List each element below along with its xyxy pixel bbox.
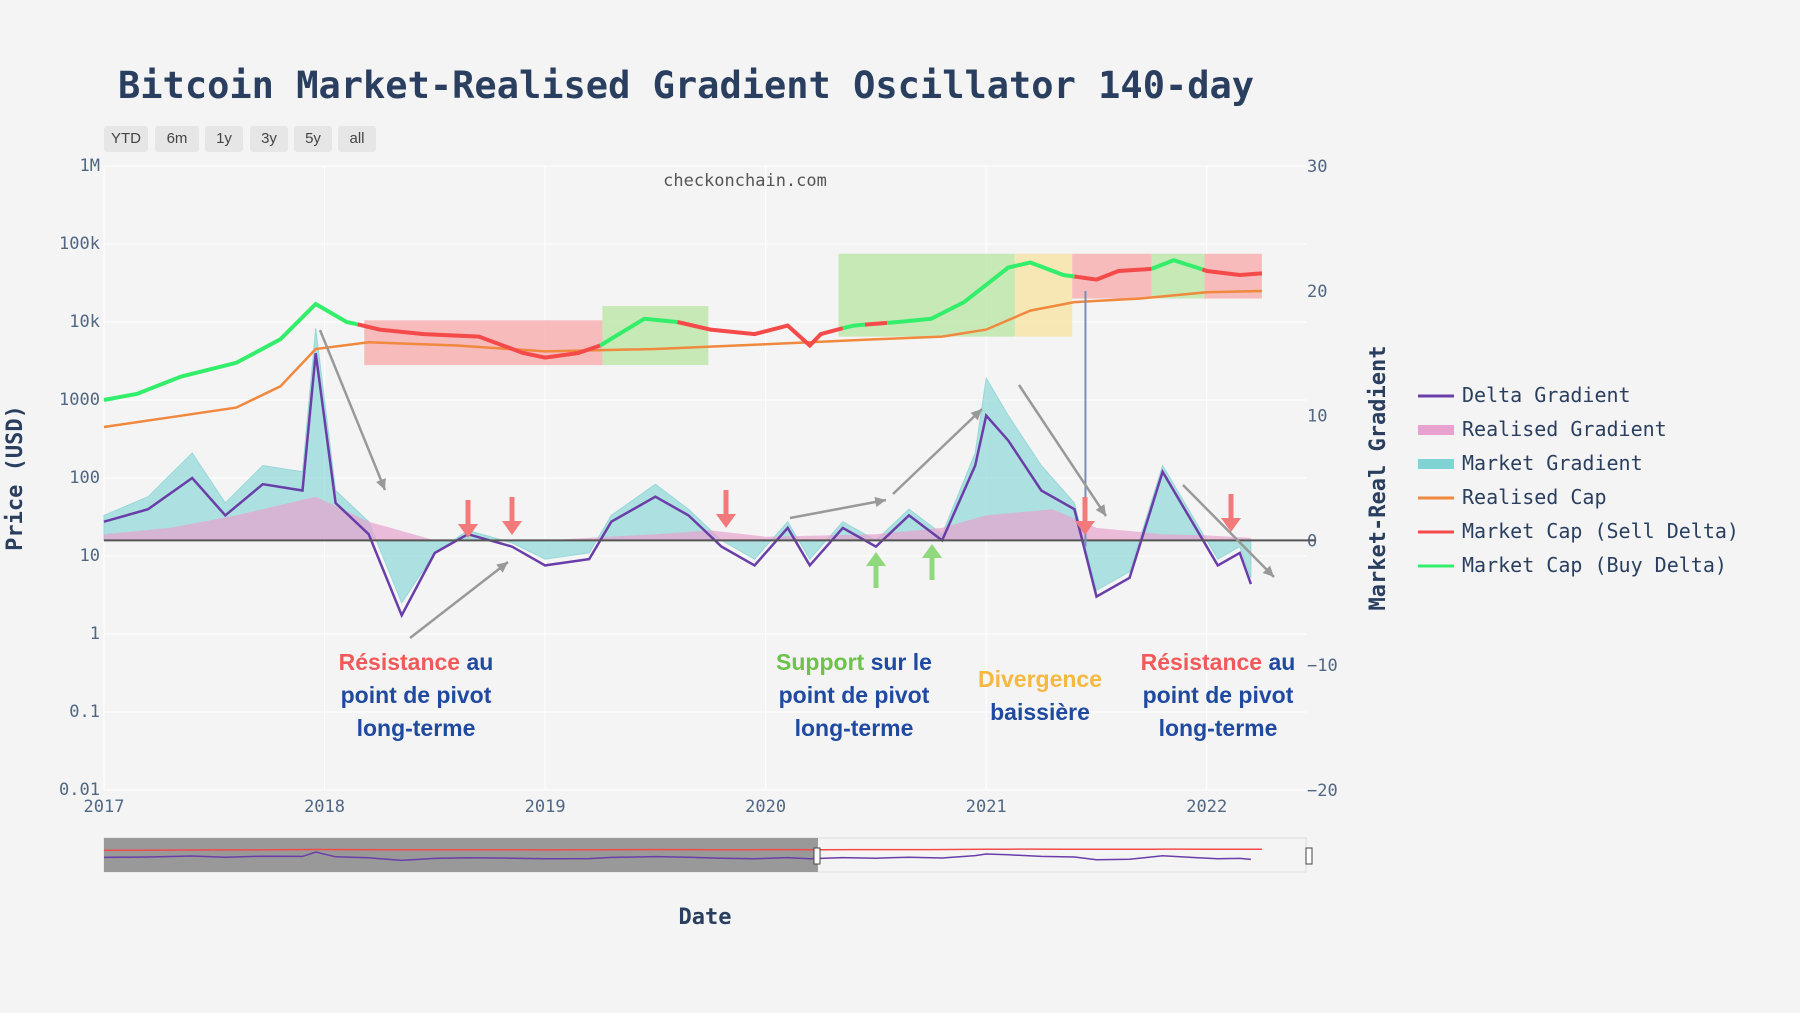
range-button-ytd[interactable]: YTD	[104, 126, 148, 152]
y-tick-label: 10	[80, 546, 100, 566]
annotation-keyword: Résistance	[1140, 649, 1263, 675]
support-arrow-head	[866, 552, 886, 566]
market-cap-buy-line	[1150, 258, 1203, 272]
legend-item: Market Cap (Buy Delta)	[1462, 553, 1727, 577]
legend-swatch	[1418, 459, 1454, 469]
trend-arrow	[789, 498, 887, 520]
market-cap-sell-line	[1201, 267, 1263, 278]
market-cap-buy-line	[886, 260, 1075, 325]
trend-arrow-head	[874, 496, 886, 508]
x-tick-label: 2019	[525, 797, 566, 817]
y-tick-label: 1000	[59, 390, 100, 410]
annotation-resistance-1: Résistance au point de pivot long-terme	[318, 646, 514, 745]
y2-tick-label: 10	[1307, 407, 1327, 427]
market-gradient-area	[103, 328, 1252, 604]
legend-item: Realised Cap	[1462, 485, 1607, 509]
annotation-text: long-terme	[356, 715, 476, 741]
annotation-keyword: Support	[776, 649, 865, 675]
range-button-all[interactable]: all	[338, 126, 376, 152]
trend-arrow	[892, 408, 983, 495]
legend-swatch	[1418, 425, 1454, 435]
y2-tick-label: 30	[1307, 157, 1327, 177]
annotation-text: au	[460, 649, 494, 675]
y-tick-label: 10k	[69, 312, 100, 332]
y-tick-label: 100k	[59, 234, 100, 254]
range-slider-series	[104, 848, 1262, 851]
y-tick-label: 100	[69, 468, 100, 488]
range-slider-handle-left	[813, 847, 821, 865]
legend-item: Realised Gradient	[1462, 417, 1667, 441]
y-tick-label: 0.1	[69, 702, 100, 722]
trend-arrow-head	[496, 562, 508, 573]
range-slider-mask	[104, 838, 818, 872]
annotation-text: au	[1262, 649, 1296, 675]
annotation-divergence: Divergence baissière	[960, 663, 1120, 729]
x-tick-label: 2022	[1186, 797, 1227, 817]
x-tick-label: 2017	[84, 797, 125, 817]
resistance-arrow-head	[716, 514, 736, 528]
annotation-text: point de pivot	[778, 682, 930, 708]
annotation-keyword: Résistance	[338, 649, 461, 675]
watermark: checkonchain.com	[663, 171, 827, 191]
y-tick-label: 1	[90, 624, 100, 644]
annotation-resistance-2: Résistance au point de pivot long-terme	[1120, 646, 1316, 745]
market-cap-buy-line	[103, 301, 359, 402]
range-button-6m[interactable]: 6m	[155, 126, 199, 152]
realised-gradient-area	[104, 496, 1251, 541]
annotation-text: baissière	[990, 699, 1090, 725]
annotation-keyword: Divergence	[977, 666, 1102, 692]
chart-title: Bitcoin Market-Realised Gradient Oscilla…	[118, 64, 1255, 107]
y2-tick-label: −10	[1307, 656, 1338, 676]
x-tick-label: 2020	[745, 797, 786, 817]
annotation-text: point de pivot	[340, 682, 492, 708]
market-cap-sell-line	[676, 320, 844, 349]
market-cap-sell-line	[1074, 266, 1152, 282]
trend-arrow	[1017, 384, 1108, 517]
y2-tick-label: 20	[1307, 282, 1327, 302]
market-cap-buy-line	[599, 316, 678, 348]
x-axis-title: Date	[679, 905, 732, 930]
range-slider-handle-right	[1305, 847, 1313, 865]
trend-arrow	[1182, 484, 1275, 578]
trend-arrow	[318, 329, 387, 491]
x-tick-label: 2018	[304, 797, 345, 817]
support-arrow-head	[922, 544, 942, 558]
market-cap-buy-line	[842, 322, 866, 331]
market-cap-sell-line	[864, 320, 888, 327]
y-tick-label: 0.01	[59, 780, 100, 800]
legend-item: Market Gradient	[1462, 451, 1643, 475]
resistance-arrow-head	[458, 524, 478, 538]
range-button-5y[interactable]: 5y	[294, 126, 332, 152]
y-tick-label: 1M	[80, 156, 100, 176]
legend-item: Delta Gradient	[1462, 383, 1631, 407]
delta-gradient-line	[103, 353, 1253, 619]
trend-arrow-head	[376, 478, 386, 490]
y-axis-title: Price (USD)	[3, 405, 28, 551]
annotation-text: point de pivot	[1142, 682, 1294, 708]
annotation-text: long-terme	[1158, 715, 1278, 741]
trend-arrow-head	[1095, 504, 1106, 516]
trend-arrow	[409, 561, 509, 639]
range-button-1y[interactable]: 1y	[205, 126, 243, 152]
y2-axis-title: Market-Real Gradient	[1366, 346, 1391, 611]
resistance-arrow-head	[1075, 521, 1095, 535]
range-slider-series	[103, 851, 1251, 862]
x-tick-label: 2021	[966, 797, 1007, 817]
legend-item: Market Cap (Sell Delta)	[1462, 519, 1739, 543]
trend-arrow-head	[1262, 565, 1274, 577]
range-button-3y[interactable]: 3y	[250, 126, 288, 152]
trend-arrow-head	[970, 409, 982, 421]
annotation-text: sur le	[864, 649, 932, 675]
resistance-arrow-head	[1221, 518, 1241, 532]
annotation-text: long-terme	[794, 715, 914, 741]
y2-tick-label: −20	[1307, 781, 1338, 801]
annotation-support: Support sur le point de pivot long-terme	[756, 646, 952, 745]
resistance-arrow-head	[502, 521, 522, 535]
market-cap-sell-line	[357, 322, 601, 360]
